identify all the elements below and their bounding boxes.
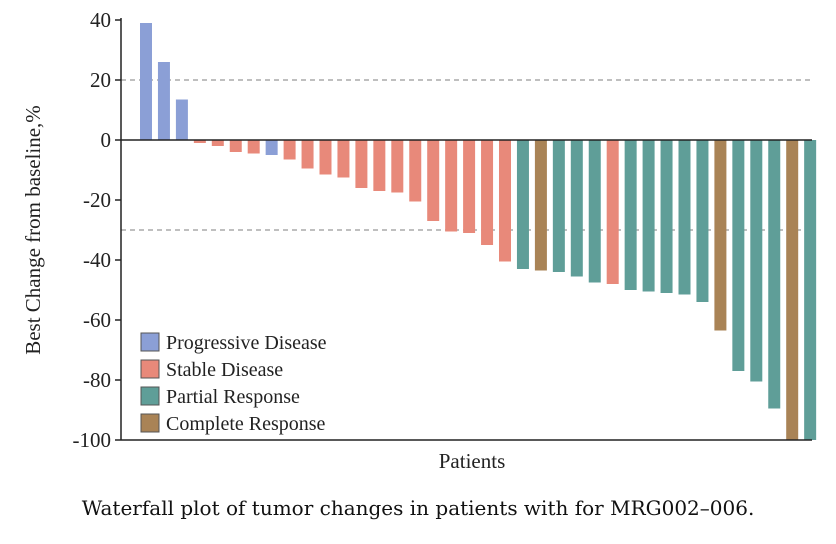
waterfall-bar	[301, 140, 314, 169]
waterfall-bar	[247, 140, 260, 154]
waterfall-bar	[391, 140, 404, 193]
waterfall-bar	[283, 140, 296, 160]
y-tick-label: 0	[101, 128, 112, 152]
y-tick-label: -60	[83, 308, 111, 332]
waterfall-bar	[714, 140, 727, 331]
bar-series	[140, 23, 817, 440]
waterfall-bar	[175, 99, 188, 140]
legend-swatch	[140, 413, 160, 433]
legend-label: Progressive Disease	[166, 332, 327, 354]
waterfall-bar	[696, 140, 709, 302]
y-tick-label: 20	[90, 68, 111, 92]
legend-label: Stable Disease	[166, 359, 283, 381]
waterfall-bar	[140, 23, 152, 140]
y-tick-labels: 40 20 0 -20 -40 -60 -80 -100	[73, 8, 121, 452]
waterfall-bar	[534, 140, 547, 271]
waterfall-bar	[786, 140, 799, 440]
axes	[120, 18, 812, 441]
waterfall-bar	[319, 140, 332, 175]
waterfall-bar	[463, 140, 476, 233]
legend: Progressive Disease Stable Disease Partial…	[140, 332, 327, 435]
y-tick-label: -80	[83, 368, 111, 392]
y-tick-label: -40	[83, 248, 111, 272]
legend-label: Partial Response	[166, 386, 300, 408]
waterfall-bar	[678, 140, 691, 295]
figure-caption: Waterfall plot of tumor changes in patie…	[81, 496, 755, 520]
waterfall-bar	[552, 140, 565, 272]
waterfall-bar	[624, 140, 637, 290]
waterfall-bar	[229, 140, 242, 152]
waterfall-bar	[588, 140, 601, 283]
waterfall-bar	[265, 140, 278, 155]
waterfall-bar	[660, 140, 673, 293]
waterfall-bar	[481, 140, 494, 245]
waterfall-bar	[732, 140, 745, 371]
waterfall-bar	[157, 62, 170, 140]
y-tick-label: -20	[83, 188, 111, 212]
waterfall-bar	[211, 140, 224, 146]
y-axis-title: Best Change from baseline,%	[21, 105, 45, 355]
waterfall-chart: 40 20 0 -20 -40 -60 -80 -100 Best Change from b…	[21, 8, 817, 473]
waterfall-bar	[427, 140, 440, 221]
y-tick-label: 40	[90, 8, 111, 32]
waterfall-bar	[768, 140, 781, 409]
waterfall-bar	[570, 140, 583, 277]
waterfall-bar	[750, 140, 763, 382]
legend-label: Complete Response	[166, 413, 326, 435]
waterfall-bar	[337, 140, 350, 178]
waterfall-bar	[606, 140, 619, 284]
waterfall-bar	[373, 140, 386, 191]
waterfall-bar	[193, 140, 206, 143]
waterfall-bar	[355, 140, 368, 188]
y-tick-label: -100	[73, 428, 112, 452]
waterfall-bar	[642, 140, 655, 292]
waterfall-bar	[804, 140, 817, 440]
waterfall-bar	[409, 140, 422, 202]
waterfall-bar	[445, 140, 458, 232]
waterfall-bar	[499, 140, 511, 262]
legend-swatch	[140, 386, 160, 406]
legend-swatch	[140, 332, 160, 352]
legend-swatch	[140, 359, 160, 379]
waterfall-bar	[516, 140, 529, 269]
x-axis-title: Patients	[439, 449, 506, 473]
